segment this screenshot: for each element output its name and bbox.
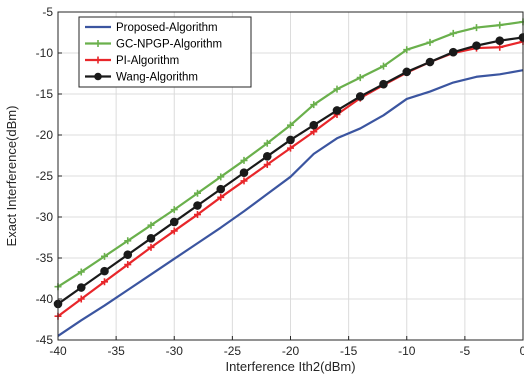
x-tick-label: -25 xyxy=(224,344,242,358)
data-point xyxy=(240,156,248,164)
data-point xyxy=(309,120,319,130)
legend-marker xyxy=(94,72,102,81)
data-point xyxy=(101,278,108,286)
data-point xyxy=(124,237,132,245)
series-wang-algorithm xyxy=(53,33,524,309)
series-group xyxy=(53,18,524,337)
legend-marker xyxy=(94,56,102,64)
data-point xyxy=(286,135,295,145)
data-point xyxy=(77,268,85,276)
data-point xyxy=(146,234,156,243)
data-point xyxy=(124,261,132,269)
y-tick-label: -5 xyxy=(42,5,53,19)
legend-entry: Proposed-Algorithm xyxy=(85,22,218,34)
y-tick-label: -35 xyxy=(36,251,54,265)
data-point xyxy=(262,152,272,161)
data-point xyxy=(449,29,457,37)
legend-entry: Wang-Algorithm xyxy=(85,72,198,84)
data-point xyxy=(425,57,435,67)
data-point xyxy=(403,46,411,54)
data-point xyxy=(355,92,365,101)
data-point xyxy=(356,74,364,82)
data-point xyxy=(263,139,271,147)
data-point xyxy=(402,67,412,77)
legend-box xyxy=(78,16,252,88)
legend-entry: PI-Algorithm xyxy=(85,55,179,67)
data-point xyxy=(287,144,294,152)
legend: Proposed-Algorithm GC-NPGP-Algorithm PI-Al… xyxy=(78,16,252,88)
y-tick-label: -40 xyxy=(36,292,54,306)
data-point xyxy=(495,36,505,46)
x-tick-label: -15 xyxy=(340,344,358,358)
data-point xyxy=(472,41,481,50)
data-point xyxy=(217,193,225,201)
data-point xyxy=(380,62,387,70)
data-point xyxy=(263,161,271,169)
data-point xyxy=(194,189,201,197)
data-point xyxy=(147,243,155,251)
legend-label: Wang-Algorithm xyxy=(116,72,198,84)
legend-entry: GC-NPGP-Algorithm xyxy=(85,39,222,51)
data-point xyxy=(332,106,342,115)
y-tick-label: -30 xyxy=(36,210,54,224)
y-tick-label: -20 xyxy=(36,128,54,142)
y-tick-label: -25 xyxy=(36,169,54,183)
data-point xyxy=(101,252,108,260)
legend-marker xyxy=(94,40,102,47)
series-proposed-algorithm xyxy=(57,69,524,337)
data-point xyxy=(287,121,294,129)
x-tick-label: -40 xyxy=(49,344,67,358)
y-tick-label: -10 xyxy=(36,46,54,60)
data-point xyxy=(496,21,504,29)
data-point xyxy=(76,283,86,292)
data-point xyxy=(333,85,341,93)
data-point xyxy=(123,250,133,260)
x-axis-title: Interference Ith2(dBm) xyxy=(225,359,355,374)
data-point xyxy=(473,24,480,32)
data-point xyxy=(77,295,85,303)
x-tick-label: -5 xyxy=(460,344,471,358)
data-point xyxy=(194,211,201,219)
series-line xyxy=(57,69,524,337)
legend-label: GC-NPGP-Algorithm xyxy=(116,39,222,51)
legend-label: Proposed-Algorithm xyxy=(116,22,218,34)
data-point xyxy=(170,206,178,214)
data-point xyxy=(216,184,226,194)
data-point xyxy=(240,177,248,185)
legend-label: PI-Algorithm xyxy=(116,55,179,67)
y-axis-title: Exact Interference(dBm) xyxy=(4,106,19,247)
data-point xyxy=(379,79,388,89)
data-point xyxy=(426,38,434,46)
y-tick-label: -15 xyxy=(36,87,54,101)
data-point xyxy=(170,227,178,235)
data-point xyxy=(147,221,155,229)
y-tick-label: -45 xyxy=(36,333,54,347)
data-point xyxy=(448,47,458,57)
x-tick-label: -10 xyxy=(398,344,416,358)
x-tick-label: -35 xyxy=(107,344,125,358)
x-tick-label: 0 xyxy=(520,344,524,358)
axis-ticks: -40 -35 -30 -25 -20 -15 -10 -5 0-45-40-35-30-25-… xyxy=(36,5,524,358)
data-point xyxy=(100,266,109,276)
data-point xyxy=(217,173,225,181)
data-point xyxy=(310,101,318,109)
data-point xyxy=(239,168,249,178)
data-point xyxy=(169,217,179,227)
data-point xyxy=(193,201,202,210)
x-tick-label: -30 xyxy=(166,344,184,358)
x-tick-label: -20 xyxy=(282,344,300,358)
